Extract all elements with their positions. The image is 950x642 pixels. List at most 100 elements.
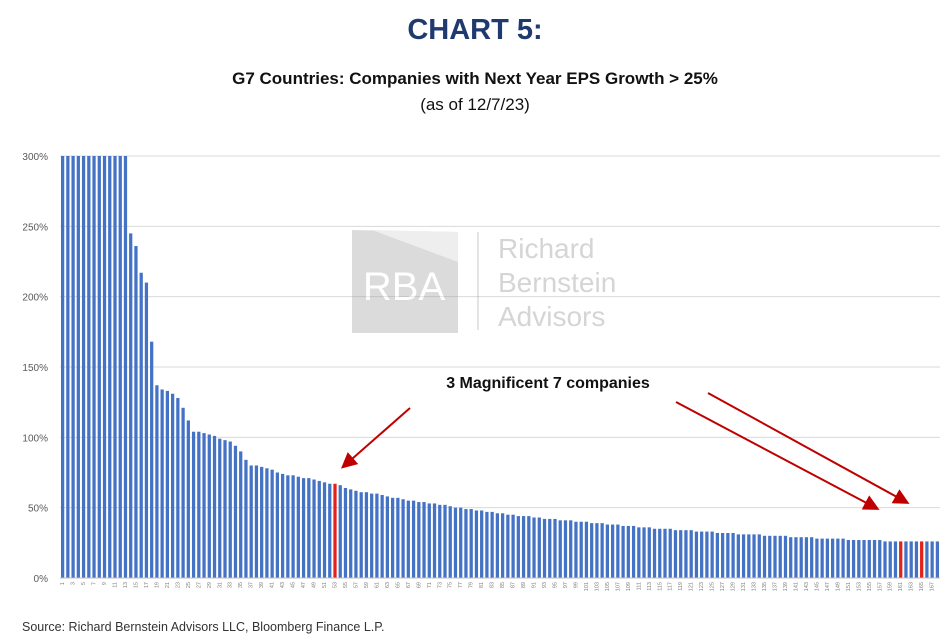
x-tick-label: 89 — [521, 582, 527, 588]
bar — [317, 480, 321, 578]
bar — [584, 521, 589, 578]
bar — [427, 503, 431, 578]
bar — [197, 431, 201, 578]
bar — [380, 495, 384, 578]
bar — [359, 492, 363, 578]
bar — [239, 451, 243, 578]
bar — [689, 530, 693, 578]
bar — [270, 469, 274, 578]
bar — [244, 459, 248, 578]
bar — [160, 389, 164, 578]
x-tick-label: 55 — [343, 582, 349, 588]
bar — [501, 513, 505, 578]
x-tick-label: 137 — [773, 582, 779, 591]
bar — [171, 393, 175, 578]
bar — [281, 473, 285, 578]
x-tick-label: 23 — [175, 582, 181, 588]
bar — [778, 535, 782, 578]
bar — [338, 485, 342, 578]
bar — [914, 541, 919, 578]
x-tick-label: 3 — [71, 582, 77, 585]
bar — [61, 156, 65, 578]
x-tick-label: 65 — [395, 582, 401, 588]
bar — [521, 516, 526, 578]
bar — [893, 541, 898, 578]
x-tick-label: 109 — [626, 582, 632, 591]
bar — [485, 511, 489, 578]
x-tick-label: 57 — [353, 582, 359, 588]
x-tick-label: 27 — [196, 582, 202, 588]
x-tick-label: 79 — [469, 582, 475, 588]
bar — [553, 518, 557, 578]
x-tick-label: 9 — [102, 582, 108, 585]
bar — [144, 282, 149, 578]
x-tick-label: 33 — [228, 582, 234, 588]
x-tick-label: 7 — [92, 582, 98, 585]
x-tick-label: 95 — [553, 582, 559, 588]
x-tick-label: 145 — [814, 582, 820, 591]
x-tick-label: 91 — [532, 582, 538, 588]
bar — [328, 483, 332, 578]
x-tick-label: 81 — [479, 582, 485, 588]
bar — [888, 541, 892, 578]
bar-highlight — [920, 541, 924, 578]
bar — [76, 156, 80, 578]
bar — [694, 531, 699, 578]
bar — [883, 541, 887, 578]
watermark-logo-block — [352, 230, 458, 333]
bar — [155, 385, 159, 578]
x-tick-label: 37 — [249, 582, 255, 588]
x-tick-label: 163 — [909, 582, 915, 591]
bar — [448, 506, 452, 578]
watermark-line-3: Advisors — [498, 301, 605, 332]
bar — [249, 465, 253, 578]
y-tick-label: 100% — [22, 433, 48, 444]
bar — [867, 540, 871, 578]
x-tick-label: 167 — [930, 582, 936, 591]
bar — [590, 523, 594, 578]
bar — [118, 156, 122, 578]
bar — [862, 540, 866, 578]
x-tick-label: 45 — [291, 582, 297, 588]
x-tick-label: 29 — [207, 582, 213, 588]
bar — [563, 520, 568, 578]
bar — [139, 272, 143, 578]
x-tick-label: 159 — [888, 582, 894, 591]
x-tick-label: 133 — [752, 582, 758, 591]
bar — [401, 499, 405, 578]
bar — [354, 490, 358, 578]
watermark-logo-text: RBA — [363, 265, 446, 309]
annotation-arrows — [340, 392, 910, 510]
x-tick-label: 59 — [364, 582, 370, 588]
annotation-arrow — [675, 401, 880, 510]
bar — [349, 489, 353, 578]
x-tick-label: 15 — [133, 582, 139, 588]
bar — [438, 504, 442, 578]
bar — [406, 500, 410, 578]
bar — [343, 487, 348, 578]
bar — [490, 511, 494, 578]
bar — [322, 482, 327, 578]
y-tick-label: 200% — [22, 293, 48, 304]
bar — [129, 233, 133, 578]
bar — [102, 156, 107, 578]
bar — [97, 156, 101, 578]
x-tick-label: 155 — [867, 582, 873, 591]
chart-number-title: CHART 5: — [407, 14, 543, 46]
bar — [542, 518, 547, 578]
bar — [375, 493, 379, 578]
bar — [123, 156, 128, 578]
bar — [741, 534, 746, 578]
bar — [631, 525, 636, 578]
watermark-logo: RBA Richard Bernstein Advisors — [352, 230, 616, 333]
bar — [71, 156, 75, 578]
bar — [658, 528, 662, 578]
bar — [207, 434, 211, 578]
bar — [789, 537, 793, 578]
bar — [186, 420, 190, 578]
bar — [527, 516, 531, 578]
bar — [752, 534, 756, 578]
gridlines — [60, 155, 940, 579]
x-tick-label: 131 — [741, 582, 747, 591]
x-tick-label: 165 — [919, 582, 925, 591]
